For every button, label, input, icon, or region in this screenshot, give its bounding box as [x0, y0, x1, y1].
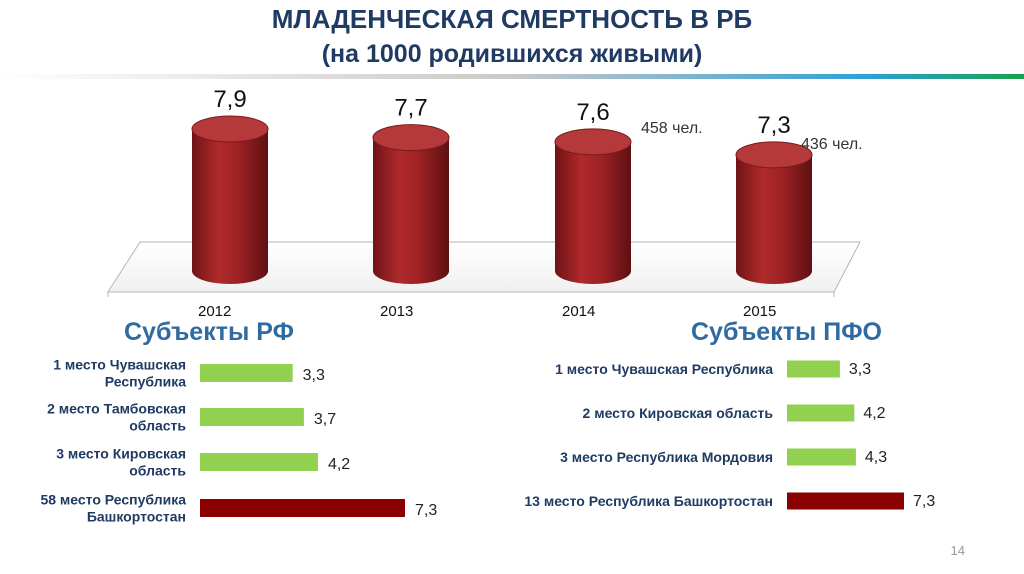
x-tick-label: 2015	[743, 303, 776, 320]
ranking-bar	[787, 404, 855, 422]
ranking-value: 3,7	[314, 411, 336, 428]
cylinder-2013: 7,7	[372, 95, 450, 284]
title-line-1: МЛАДЕНЧЕСКАЯ СМЕРТНОСТЬ В РБ	[271, 4, 753, 34]
ranking-bar	[200, 408, 304, 426]
ranking-value: 4,3	[865, 449, 887, 466]
ranking-row: 13 место Республика Башкортостан 7,3	[524, 492, 935, 510]
ranking-label: 58 место Республика	[40, 492, 186, 508]
cylinder-top	[554, 128, 632, 156]
ranking-label: 2 место Кировская область	[583, 405, 774, 421]
ranking-label: Республика	[105, 374, 186, 390]
ranking-label: 1 место Чувашская Республика	[555, 361, 773, 377]
cylinder-2012: 7,9	[191, 86, 269, 284]
x-tick-label: 2013	[380, 303, 413, 320]
ranking-row: 2 место Кировская область 4,2	[583, 404, 886, 422]
ranking-value: 4,2	[863, 405, 885, 422]
ranking-value: 3,3	[849, 361, 871, 378]
title-line-2: (на 1000 родившихся живыми)	[321, 40, 703, 68]
x-tick-label: 2012	[198, 303, 231, 320]
ranking-label: 13 место Республика Башкортостан	[524, 493, 773, 509]
ranking-value: 7,3	[913, 493, 935, 510]
cylinder-2015: 7,3	[735, 112, 813, 284]
ranking-value: 3,3	[303, 367, 325, 384]
left-section-title: Субъекты РФ	[124, 318, 294, 346]
pfo-ranking-chart: 1 место Чувашская Республика 3,3 2 место К…	[524, 360, 935, 510]
cylinder-2014: 7,6	[554, 99, 632, 284]
cylinder-value-label: 7,7	[394, 95, 427, 122]
ranking-label: 2 место Тамбовская	[47, 401, 186, 417]
cylinder-value-label: 7,6	[576, 99, 609, 126]
ranking-label: область	[129, 463, 186, 479]
ranking-bar	[200, 364, 293, 382]
title-divider	[0, 74, 1024, 79]
cylinder-chart: 7,9 2012 7,7 2013 7,6 2014 7,3 2015 458 чел. 436 …	[107, 86, 863, 320]
ranking-label: 3 место Республика Мордовия	[560, 449, 773, 465]
ranking-value: 4,2	[328, 456, 350, 473]
cylinder-top	[735, 141, 813, 169]
x-tick-label: 2014	[562, 303, 595, 320]
ranking-label: 1 место Чувашская	[53, 357, 186, 373]
cylinder-top	[191, 115, 269, 143]
ranking-row: 1 место Чувашская Республика 3,3	[555, 360, 871, 378]
ranking-label: Башкортостан	[87, 509, 186, 525]
page-number: 14	[950, 543, 965, 558]
cylinder-value-label: 7,9	[213, 86, 246, 113]
cylinder-value-label: 7,3	[757, 112, 790, 139]
cylinder-body	[192, 129, 268, 284]
cylinder-body	[555, 141, 631, 284]
ranking-row: 3 место Республика Мордовия 4,3	[560, 448, 887, 466]
ranking-bar	[787, 492, 904, 510]
ranking-bar	[787, 360, 840, 378]
ranking-label: область	[129, 418, 186, 434]
ranking-bar	[200, 453, 318, 471]
ranking-value: 7,3	[415, 502, 437, 519]
note-2015: 436 чел.	[801, 136, 863, 153]
cylinder-top	[372, 124, 450, 152]
note-2014: 458 чел.	[641, 120, 703, 137]
right-section-title: Субъекты ПФО	[691, 318, 883, 346]
cylinder-body	[736, 154, 812, 284]
cylinder-body	[373, 137, 449, 284]
ranking-bar	[787, 448, 856, 466]
ranking-bar	[200, 499, 405, 517]
ranking-label: 3 место Кировская	[56, 446, 186, 462]
